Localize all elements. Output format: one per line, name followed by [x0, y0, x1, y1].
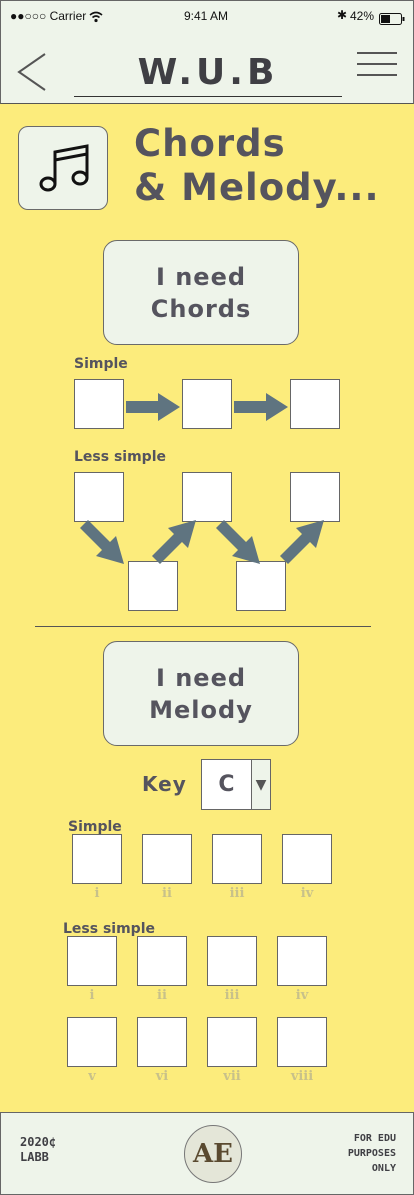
melody-less-a-numeral-3: iii: [224, 988, 240, 1003]
melody-simple-numeral-4: iv: [300, 886, 314, 901]
melody-simple-slot-4[interactable]: [282, 834, 332, 884]
melody-simple-slot-3[interactable]: [212, 834, 262, 884]
arrow-right-icon: [234, 393, 288, 421]
key-value: C: [202, 760, 252, 809]
need-chords-button[interactable]: I need Chords: [103, 240, 299, 345]
melody-less-b-numeral-2: vi: [155, 1069, 169, 1084]
section-title: Chords & Melody...: [134, 122, 380, 210]
chord-slot-less-3[interactable]: [182, 472, 232, 522]
melody-less-b-slot-3[interactable]: [207, 1017, 257, 1067]
melody-simple-numeral-2: ii: [162, 886, 172, 901]
chord-slot-less-2[interactable]: [128, 561, 178, 611]
music-note-tile: [18, 126, 108, 210]
melody-less-a-slot-4[interactable]: [277, 936, 327, 986]
melody-less-a-numeral-1: i: [89, 988, 95, 1003]
logo-text: AE: [193, 1139, 233, 1169]
need-chords-line2: Chords: [150, 294, 252, 323]
melody-less-a-numeral-2: ii: [157, 988, 167, 1003]
carrier-label: ●●○○○ Carrier: [10, 9, 87, 23]
melody-simple-slot-2[interactable]: [142, 834, 192, 884]
section-title-line1: Chords: [134, 122, 286, 165]
key-select[interactable]: C ▼: [201, 759, 271, 810]
arrow-down-right-icon: [80, 520, 124, 564]
melody-less-a-slot-1[interactable]: [67, 936, 117, 986]
chord-slot-less-5[interactable]: [290, 472, 340, 522]
melody-less-simple-label: Less simple: [63, 921, 155, 937]
logo-badge[interactable]: AE: [184, 1125, 242, 1183]
melody-simple-numeral-1: i: [94, 886, 100, 901]
menu-button[interactable]: [357, 50, 397, 80]
dropdown-arrow-icon: ▼: [252, 760, 270, 809]
key-label: Key: [142, 772, 187, 796]
chord-slot-simple-3[interactable]: [290, 379, 340, 429]
section-divider: [35, 626, 371, 627]
chord-slot-simple-2[interactable]: [182, 379, 232, 429]
footer-notice-line1: FOR EDU: [353, 1133, 396, 1144]
section-title-line2: & Melody...: [134, 166, 380, 209]
arrow-up-right-icon: [280, 520, 324, 564]
melody-less-b-slot-1[interactable]: [67, 1017, 117, 1067]
footer-notice-line3: ONLY: [371, 1163, 396, 1174]
footer-org: LABB: [20, 1150, 49, 1164]
chevron-left-icon: [17, 53, 46, 91]
chord-slot-less-4[interactable]: [236, 561, 286, 611]
melody-less-a-slot-3[interactable]: [207, 936, 257, 986]
need-melody-button[interactable]: I need Melody: [103, 641, 299, 746]
arrow-down-right-icon: [216, 520, 260, 564]
arrow-up-right-icon: [152, 520, 196, 564]
melody-less-a-slot-2[interactable]: [137, 936, 187, 986]
battery-percent: 42%: [350, 9, 375, 23]
music-note-icon: [39, 144, 89, 192]
chords-simple-label: Simple: [74, 356, 128, 372]
melody-less-b-numeral-4: viii: [290, 1069, 314, 1084]
clock-time: 9:41 AM: [184, 9, 229, 23]
wifi-icon: [89, 8, 103, 27]
app-title: W.U.B: [74, 50, 342, 97]
melody-less-b-slot-2[interactable]: [137, 1017, 187, 1067]
footer-notice-line2: PURPOSES: [347, 1148, 396, 1159]
battery-icon: [379, 10, 405, 29]
melody-less-b-numeral-3: vii: [223, 1069, 241, 1084]
chords-less-simple-label: Less simple: [74, 449, 166, 465]
top-bar: [0, 0, 414, 104]
back-button[interactable]: [16, 52, 48, 92]
melody-simple-slot-1[interactable]: [72, 834, 122, 884]
melody-simple-label: Simple: [68, 819, 122, 835]
need-melody-line2: Melody: [149, 695, 253, 724]
melody-simple-numeral-3: iii: [229, 886, 245, 901]
melody-less-b-numeral-1: v: [88, 1069, 96, 1084]
footer-notice: FOR EDU PURPOSES ONLY: [300, 1131, 396, 1176]
need-chords-line1: I need: [155, 262, 247, 291]
footer-year: 2020¢: [20, 1135, 57, 1149]
melody-less-b-slot-4[interactable]: [277, 1017, 327, 1067]
chord-slot-less-1[interactable]: [74, 472, 124, 522]
arrow-right-icon: [126, 393, 180, 421]
melody-less-a-numeral-4: iv: [295, 988, 309, 1003]
footer-copyright: 2020¢ LABB: [20, 1135, 56, 1165]
bluetooth-icon: ✱: [337, 8, 348, 22]
need-melody-line1: I need: [155, 663, 247, 692]
chord-slot-simple-1[interactable]: [74, 379, 124, 429]
